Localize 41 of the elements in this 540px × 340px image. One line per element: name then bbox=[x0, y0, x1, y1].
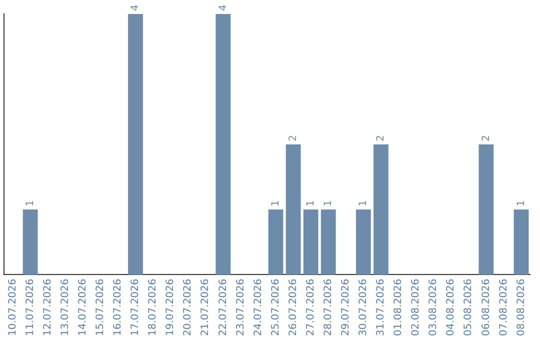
x-tick-label: 06.08.2026 bbox=[480, 278, 492, 336]
data-label: 4 bbox=[130, 4, 142, 11]
data-label: 1 bbox=[516, 200, 527, 207]
data-label: 1 bbox=[358, 200, 370, 207]
x-tick-label: 29.07.2026 bbox=[340, 278, 352, 336]
data-label: 2 bbox=[480, 134, 492, 142]
x-tick-label: 18.07.2026 bbox=[148, 278, 159, 336]
x-tick-label: 23.07.2026 bbox=[235, 278, 246, 336]
x-tick-label: 25.07.2026 bbox=[270, 278, 282, 336]
x-tick-label: 03.08.2026 bbox=[428, 278, 440, 336]
x-tick-label: 02.08.2026 bbox=[410, 278, 422, 336]
x-tick-label: 21.07.2026 bbox=[200, 278, 212, 336]
x-tick-label: 15.07.2026 bbox=[95, 278, 106, 336]
data-label: 2 bbox=[288, 134, 299, 142]
data-label: 1 bbox=[270, 200, 282, 207]
x-tick-label: 04.08.2026 bbox=[446, 278, 457, 336]
x-tick-label: 10.07.2026 bbox=[7, 278, 18, 336]
data-label: 4 bbox=[218, 4, 229, 11]
x-tick-label: 16.07.2026 bbox=[112, 278, 124, 336]
x-tick-label: 08.08.2026 bbox=[516, 278, 527, 336]
x-tick-label: 30.07.2026 bbox=[358, 278, 370, 336]
x-tick-label: 13.07.2026 bbox=[60, 278, 71, 336]
data-label: 1 bbox=[24, 200, 36, 207]
x-tick-label: 07.08.2026 bbox=[498, 278, 510, 336]
data-label: 2 bbox=[376, 134, 387, 142]
x-tick-label: 11.07.2026 bbox=[24, 278, 36, 336]
x-tick-label: 01.08.2026 bbox=[393, 278, 404, 336]
x-tick-label: 26.07.2026 bbox=[288, 278, 299, 336]
x-tick-label: 14.07.2026 bbox=[77, 278, 88, 336]
x-tick-label: 17.07.2026 bbox=[130, 278, 142, 336]
x-tick-label: 27.07.2026 bbox=[305, 278, 316, 336]
x-tick-label: 20.07.2026 bbox=[182, 278, 194, 336]
x-tick-label: 05.08.2026 bbox=[463, 278, 474, 336]
x-tick-label: 31.07.2026 bbox=[376, 278, 387, 336]
x-tick-label: 12.07.2026 bbox=[42, 278, 54, 336]
x-tick-label: 22.07.2026 bbox=[218, 278, 229, 336]
x-tick-label: 19.07.2026 bbox=[165, 278, 176, 336]
data-label: 1 bbox=[305, 200, 316, 207]
x-tick-label: 24.07.2026 bbox=[252, 278, 264, 336]
x-tick-label: 28.07.2026 bbox=[322, 278, 334, 336]
data-label: 1 bbox=[322, 200, 334, 207]
